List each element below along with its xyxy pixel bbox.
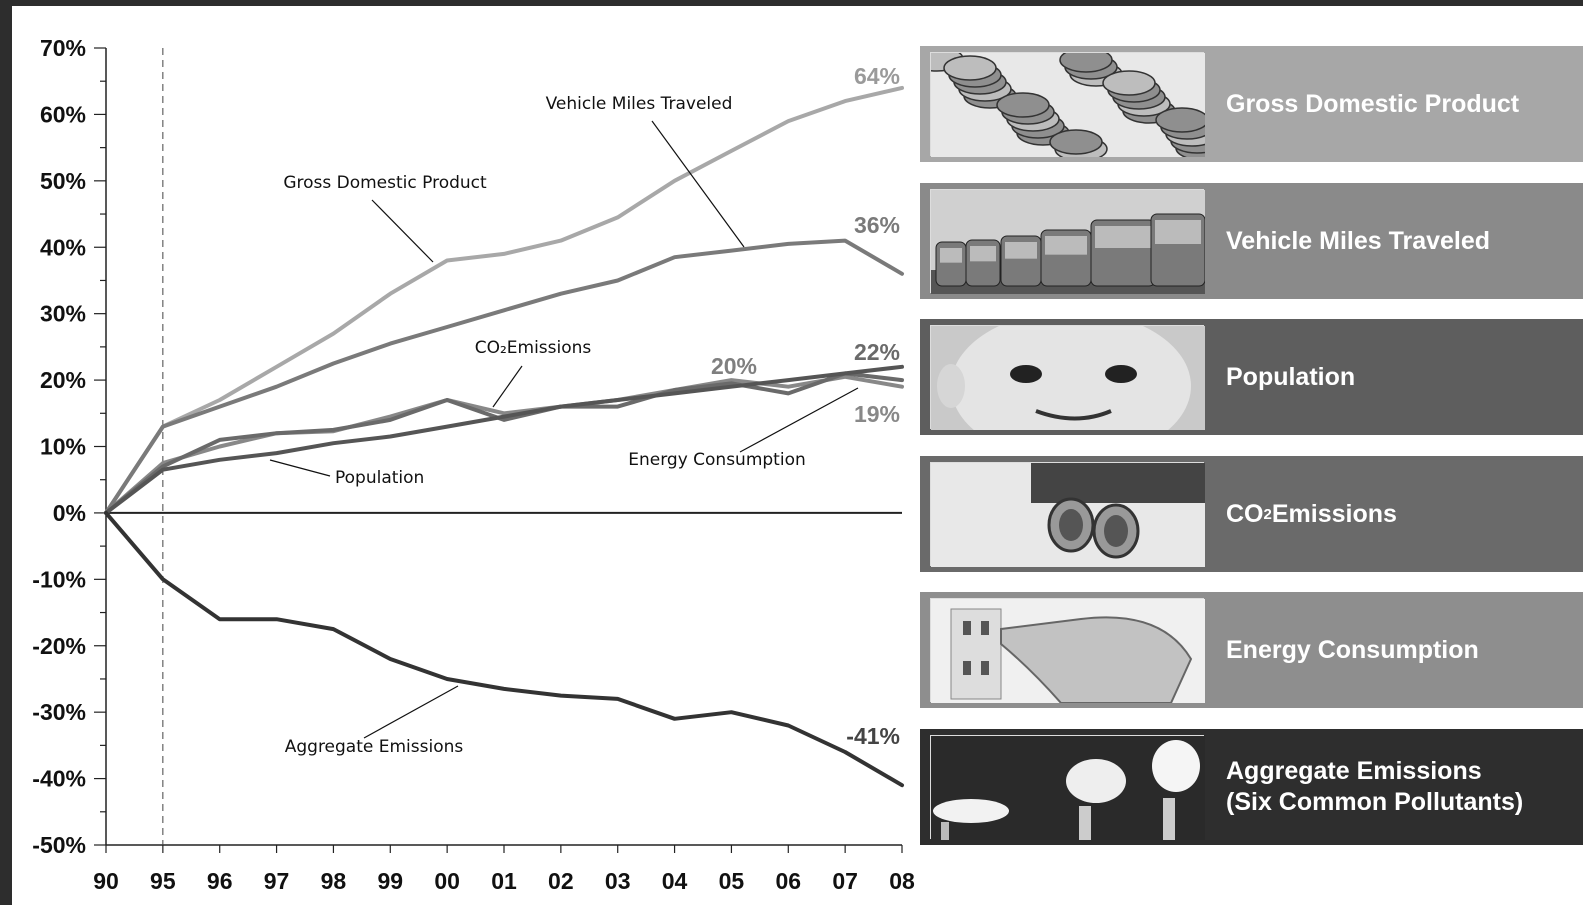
legend-panel: Population	[920, 319, 1583, 435]
legend-panel: Aggregate Emissions (Six Common Pollutan…	[920, 729, 1583, 845]
annotations: Vehicle Miles Traveled Gross Domestic Pro…	[283, 94, 805, 757]
plug-photo	[930, 598, 1205, 703]
end-value-label: -41%	[846, 723, 900, 749]
legend-panel-label: Gross Domestic Product	[1226, 89, 1520, 118]
y-ticks: 70% 60% 50% 40% 30% 20% 10% 0% -10% -20% -30% -40% -…	[32, 35, 106, 858]
end-value-label: 64%	[854, 63, 900, 89]
y-tick-label: 70%	[40, 35, 86, 61]
y-tick-label: 0%	[53, 500, 86, 526]
y-tick-label: 20%	[40, 367, 86, 393]
x-tick-label: 90	[93, 868, 119, 894]
series-line-vehicle-miles-traveled	[104, 238, 904, 515]
traffic-photo	[930, 189, 1205, 294]
end-value-label: 20%	[711, 353, 757, 379]
x-tick-label: 00	[434, 868, 460, 894]
leader-line	[492, 365, 523, 408]
x-tick-label: 99	[377, 868, 403, 894]
legend-panel-label: Vehicle Miles Traveled	[1226, 226, 1491, 255]
annotation-label: Aggregate Emissions	[285, 737, 464, 757]
y-tick-label: -20%	[32, 633, 86, 659]
legend-panel: CO 2 Emissions	[920, 456, 1583, 572]
end-labels: 64% 36% 20% 22% 19% -41%	[711, 63, 900, 749]
leader-line	[739, 387, 859, 453]
x-tick-label: 05	[719, 868, 745, 894]
legend-panel: Gross Domestic Product	[920, 46, 1583, 162]
line-chart: 70% 60% 50% 40% 30% 20% 10% 0% -10% -20% -30% -40% -…	[32, 35, 915, 894]
series-line-energy-consumption	[104, 374, 904, 515]
coins-photo	[930, 52, 1205, 157]
series-line-aggregate-emissions	[104, 510, 904, 788]
end-value-label: 22%	[854, 339, 900, 365]
y-tick-label: 10%	[40, 434, 86, 460]
leader-line	[269, 459, 331, 477]
annotation-label: Population	[335, 468, 424, 488]
x-tick-label: 07	[832, 868, 858, 894]
x-tick-label: 04	[662, 868, 688, 894]
y-tick-label: -50%	[32, 832, 86, 858]
leader-line	[651, 120, 745, 248]
annotation-label: Vehicle Miles Traveled	[546, 94, 733, 114]
x-tick-label: 95	[150, 868, 176, 894]
annotation-label: CO₂Emissions	[475, 338, 592, 358]
series-line-gross-domestic-product	[104, 85, 904, 515]
chart-figure: 70% 60% 50% 40% 30% 20% 10% 0% -10% -20% -30% -40% -…	[12, 6, 1583, 905]
x-tick-label: 06	[775, 868, 801, 894]
y-tick-label: 30%	[40, 301, 86, 327]
legend-panel-label: CO 2 Emissions	[1226, 499, 1397, 528]
leader-line	[371, 199, 434, 263]
x-tick-label: 03	[605, 868, 631, 894]
x-tick-label: 01	[491, 868, 517, 894]
y-tick-label: -10%	[32, 566, 86, 592]
series-line-population	[104, 364, 904, 515]
annotation-label: Energy Consumption	[628, 450, 806, 470]
end-value-label: 36%	[854, 212, 900, 238]
y-tick-label: 50%	[40, 168, 86, 194]
x-tick-label: 96	[207, 868, 233, 894]
legend-panel-label: Energy Consumption	[1226, 635, 1479, 664]
x-tick-label: 08	[889, 868, 915, 894]
x-tick-label: 97	[264, 868, 290, 894]
annotation-leaders	[269, 120, 859, 739]
annotation-label: Gross Domestic Product	[283, 173, 487, 193]
series-lines	[104, 85, 904, 788]
legend-panel: Energy Consumption	[920, 592, 1583, 708]
x-tick-label: 98	[321, 868, 347, 894]
y-tick-label: 40%	[40, 234, 86, 260]
exhaust-photo	[930, 462, 1205, 567]
y-tick-label: -30%	[32, 699, 86, 725]
legend-panel: Vehicle Miles Traveled	[920, 183, 1583, 299]
y-tick-label: 60%	[40, 101, 86, 127]
y-tick-label: -40%	[32, 766, 86, 792]
x-ticks: 90 95 96 97 98 99 00 01 02 03 04 05 06 07 08	[93, 845, 915, 894]
series-line-co2-emissions	[104, 371, 904, 515]
legend-panel-label: Population	[1226, 362, 1356, 391]
legend-panel-label: Aggregate Emissions (Six Common Pollutan…	[1226, 757, 1524, 816]
leader-line	[363, 685, 459, 739]
baby-photo	[930, 325, 1205, 430]
x-tick-label: 02	[548, 868, 574, 894]
end-value-label: 19%	[854, 401, 900, 427]
smokestacks-photo	[930, 735, 1205, 840]
